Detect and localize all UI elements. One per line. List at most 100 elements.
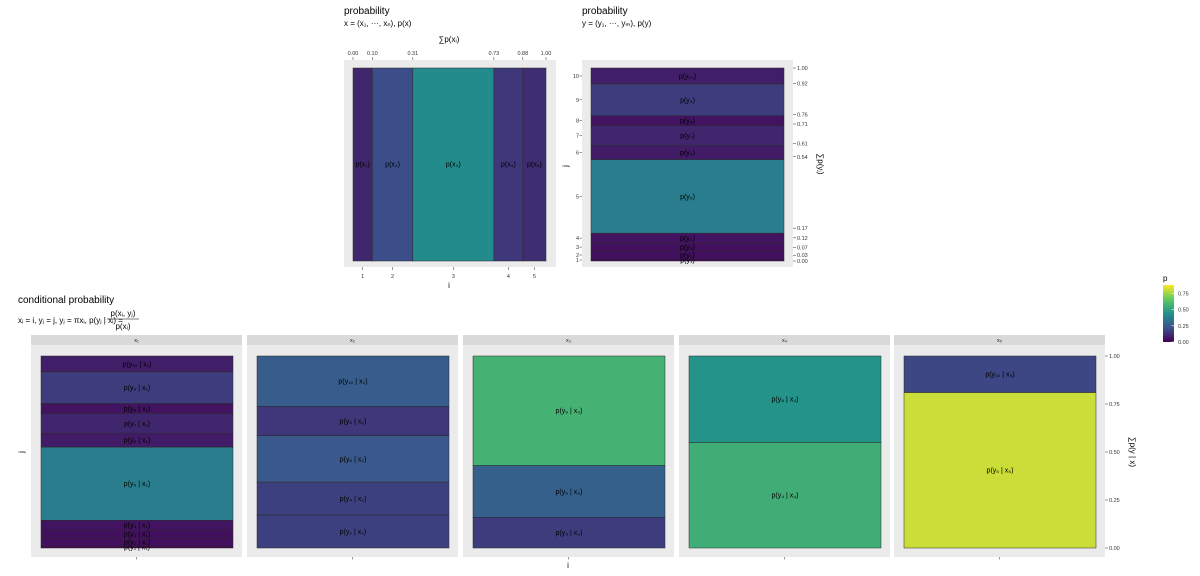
x-marginal-bar: [412, 67, 495, 262]
x-marginal-label: p(x₅): [527, 162, 542, 169]
y-marginal-label: p(y₅): [680, 194, 695, 201]
conditional-segment-label: p(y₅ | x₅): [987, 468, 1014, 475]
right-axis-tick-label: 0.92: [797, 81, 808, 87]
facet-strip-label: x₅: [997, 338, 1002, 344]
right-axis-tick-label: 0.03: [797, 253, 808, 259]
panel1-xlabel: i: [448, 281, 450, 290]
x-marginal-label: p(x₁): [355, 162, 369, 169]
right-axis-tick-label: 0.17: [797, 226, 808, 232]
x-axis-tick-label: 3: [452, 274, 455, 280]
conditional-right-tick-label: 0.75: [1109, 402, 1120, 408]
conditional-segment-label: p(y₆ | x₃): [556, 489, 583, 496]
right-axis-tick-label: 0.07: [797, 245, 808, 251]
y-axis-tick-label: 2: [576, 253, 579, 259]
x-axis-tick-label: 5: [533, 274, 536, 280]
y-axis-tick-label: 3: [576, 245, 579, 251]
conditional-segment-label: p(y₃ | x₃): [556, 530, 583, 537]
fraction-numerator: p(xᵢ, yⱼ): [111, 309, 136, 318]
conditional-segment-label: p(y₉ | x₃): [556, 408, 583, 415]
y-marginal-label: p(y₁): [680, 258, 694, 265]
y-marginal-label: p(y₆): [680, 150, 695, 157]
conditional-segment-label: p(y₁₀ | x₁): [123, 361, 152, 368]
panel3-xlabel: i: [567, 561, 569, 570]
x-marginal-bar: [372, 67, 414, 262]
facet-strip-label: x₁: [134, 338, 139, 344]
x-marginal-label: p(x₂): [385, 162, 400, 169]
y-marginal-bar: [590, 159, 785, 234]
conditional-bar-segment: [40, 371, 234, 404]
x-axis-tick-label: 4: [507, 274, 510, 280]
right-axis-tick-label: 1.00: [797, 66, 808, 72]
right-axis-tick-label: 0.00: [797, 259, 808, 265]
facet-strip: [463, 335, 674, 345]
conditional-segment-label: p(y₃ | x₁): [124, 532, 150, 539]
conditional-segment-label: p(y₄ | x₁): [124, 523, 150, 530]
panel3-title: conditional probability: [18, 295, 114, 306]
top-axis-tick-label: 0.00: [348, 51, 359, 57]
panel2-title: probability: [582, 6, 628, 17]
conditional-bar-segment: [256, 514, 450, 549]
conditional-bar-segment: [256, 481, 450, 516]
conditional-segment-label: p(y₁ | x₁): [124, 545, 150, 552]
y-axis-tick-label: 1: [576, 258, 579, 264]
y-marginal-bar: [590, 83, 785, 117]
panel3-subtitle: xᵢ = i, yⱼ = j, yⱼ = πxᵢ, p(yⱼ | xᵢ) =: [18, 316, 123, 325]
y-marginal-bar: [590, 67, 785, 85]
x-marginal-bar: [522, 67, 547, 262]
legend-tick-label: 0.25: [1178, 324, 1189, 330]
conditional-segment-label: p(y₇ | x₁): [124, 421, 150, 428]
y-axis-tick-label: 8: [576, 119, 579, 125]
panel2-ylabel: j: [561, 165, 570, 168]
right-axis-tick-label: 0.71: [797, 122, 808, 128]
right-axis-tick-label: 0.54: [797, 155, 808, 161]
x-marginal-label: p(x₃): [446, 162, 461, 169]
facet-strip: [31, 335, 242, 345]
y-marginal-label: p(y₇): [680, 133, 694, 140]
y-marginal-label: p(y₃): [680, 245, 695, 252]
conditional-bar-segment: [40, 446, 234, 521]
conditional-segment-label: p(y₄ | x₄): [772, 493, 799, 500]
y-marginal-label: p(y₁₀): [679, 73, 696, 80]
conditional-bar-segment: [472, 465, 666, 518]
conditional-right-tick-label: 0.50: [1109, 450, 1120, 456]
x-axis-tick-label: 1: [361, 274, 364, 280]
conditional-bar-segment: [688, 442, 882, 549]
facet-strip: [679, 335, 890, 345]
panel1-subtitle: x = (x₁, ···, xₙ), p(x): [344, 19, 412, 28]
y-axis-tick-label: 6: [576, 151, 579, 157]
legend-colorbar: [1163, 285, 1174, 342]
top-axis-tick-label: 0.31: [407, 51, 418, 57]
conditional-right-tick-label: 0.25: [1109, 498, 1120, 504]
conditional-bar-segment: [256, 355, 450, 407]
y-axis-tick-label: 10: [573, 74, 579, 80]
conditional-bar-segment: [472, 355, 666, 466]
conditional-segment-label: p(y₁₀ | x₂): [338, 379, 367, 386]
conditional-bar-segment: [256, 435, 450, 483]
top-axis-tick-label: 0.88: [517, 51, 528, 57]
y-marginal-label: p(y₂): [680, 253, 695, 260]
right-axis-tick-label: 0.61: [797, 141, 808, 147]
facet-strip: [894, 335, 1105, 345]
legend-title: p: [1163, 274, 1168, 283]
right-axis-tick-label: 0.12: [797, 236, 808, 242]
y-axis-tick-label: 9: [576, 98, 579, 104]
y-marginal-label: p(y₄): [680, 236, 695, 243]
conditional-segment-label: p(y₄ | x₂): [340, 496, 367, 503]
x-axis-tick-label: 2: [391, 274, 394, 280]
conditional-bar-segment: [256, 406, 450, 436]
facet-strip-label: x₂: [350, 338, 355, 344]
conditional-right-tick-label: 1.00: [1109, 354, 1120, 360]
conditional-segment-label: p(y₂ | x₁): [124, 540, 150, 547]
legend-tick-label: 0.50: [1178, 308, 1189, 314]
facet-strip: [247, 335, 458, 345]
conditional-segment-label: p(y₆ | x₂): [340, 456, 367, 463]
legend-tick-label: 0.00: [1178, 340, 1189, 346]
panel2-subtitle: y = (y₁, ···, yₘ), p(y): [582, 19, 652, 28]
conditional-right-tick-label: 0.00: [1109, 546, 1120, 552]
panel3-ylabel: j: [17, 451, 26, 454]
facet-strip-label: x₃: [566, 338, 571, 344]
y-axis-tick-label: 7: [576, 134, 579, 140]
y-axis-tick-label: 4: [576, 236, 579, 242]
panel2-right-axis-label: ∑p(yⱼ): [816, 154, 825, 175]
conditional-segment-label: p(y₁₀ | x₅): [985, 372, 1014, 379]
